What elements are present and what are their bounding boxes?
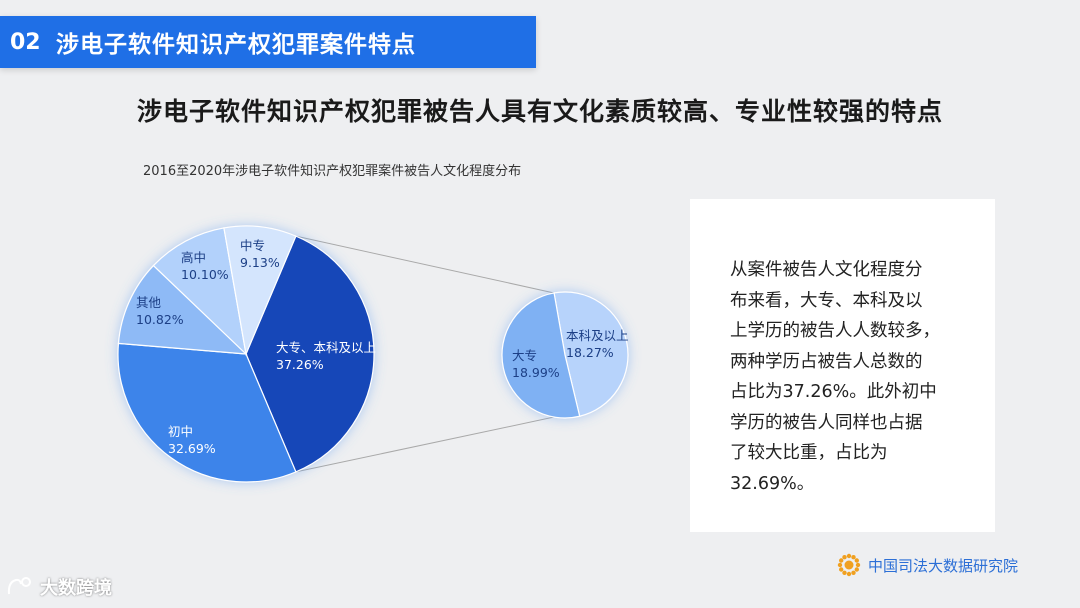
- sub-pie-slice-label-value: 18.27%: [566, 345, 614, 360]
- sub-pie-slice-label-category: 大专: [512, 348, 537, 363]
- pie-slice-label-value: 9.13%: [240, 255, 280, 270]
- section-header-bar: 02 涉电子软件知识产权犯罪案件特点: [0, 16, 536, 68]
- description-line: 占比为37.26%。此外初中: [730, 382, 937, 402]
- pie-slice-label-value: 32.69%: [168, 441, 216, 456]
- connector-line: [295, 235, 555, 294]
- pie-slice: [223, 225, 297, 357]
- connector-line: [295, 416, 555, 473]
- section-number: 02: [10, 29, 41, 55]
- sub-pie-slice-label-value: 18.99%: [512, 365, 560, 380]
- page-headline: 涉电子软件知识产权犯罪被告人具有文化素质较高、专业性较强的特点: [136, 97, 943, 126]
- pie-slice: [117, 342, 297, 483]
- sub-pie-slice-label-category: 本科及以上: [566, 328, 629, 343]
- description-line: 学历的被告人同样也占据: [730, 412, 923, 433]
- chart-title: 2016至2020年涉电子软件知识产权犯罪案件被告人文化程度分布: [143, 164, 522, 179]
- pie-slice-label-category: 初中: [168, 424, 193, 439]
- pie-slice: [117, 264, 248, 355]
- pie-slice: [245, 235, 375, 473]
- section-title: 涉电子软件知识产权犯罪案件特点: [56, 32, 416, 58]
- description-box: 从案件被告人文化程度分 布来看，大专、本科及以 上学历的被告人人数较多， 两种学历占被…: [690, 199, 995, 532]
- pie-slice: [152, 227, 247, 356]
- watermark-logo-icon: [7, 577, 32, 595]
- org-name: 中国司法大数据研究院: [868, 556, 1019, 575]
- description-line: 两种学历占被告人总数的: [730, 351, 923, 372]
- pie-slice-label-value: 37.26%: [276, 357, 324, 372]
- pie-slice-label-category: 大专、本科及以上: [276, 340, 376, 355]
- description-line: 从案件被告人文化程度分: [730, 260, 923, 280]
- description-line: 上学历的被告人人数较多，: [730, 321, 940, 341]
- org-logo: 中国司法大数据研究院: [836, 552, 1018, 578]
- pie-slice-label-category: 其他: [136, 295, 162, 310]
- description-line: 布来看，大专、本科及以: [730, 290, 923, 311]
- pie-slice-label-value: 10.82%: [136, 312, 184, 327]
- pie-slice-label-value: 10.10%: [181, 267, 229, 282]
- description-text: 从案件被告人文化程度分 布来看，大专、本科及以 上学历的被告人人数较多， 两种学历占被…: [730, 255, 957, 499]
- description-line: 32.69%。: [730, 473, 815, 494]
- description-line: 了较大比重，占比为: [730, 443, 888, 463]
- watermark-text: 大数跨境: [40, 578, 112, 599]
- pie-slice-label-category: 高中: [181, 250, 206, 265]
- sub-pie-slice: [501, 292, 581, 419]
- sunburst-logo-icon: [837, 553, 861, 577]
- pie-slice-label-category: 中专: [240, 238, 265, 253]
- watermark: 大数跨境: [6, 574, 112, 600]
